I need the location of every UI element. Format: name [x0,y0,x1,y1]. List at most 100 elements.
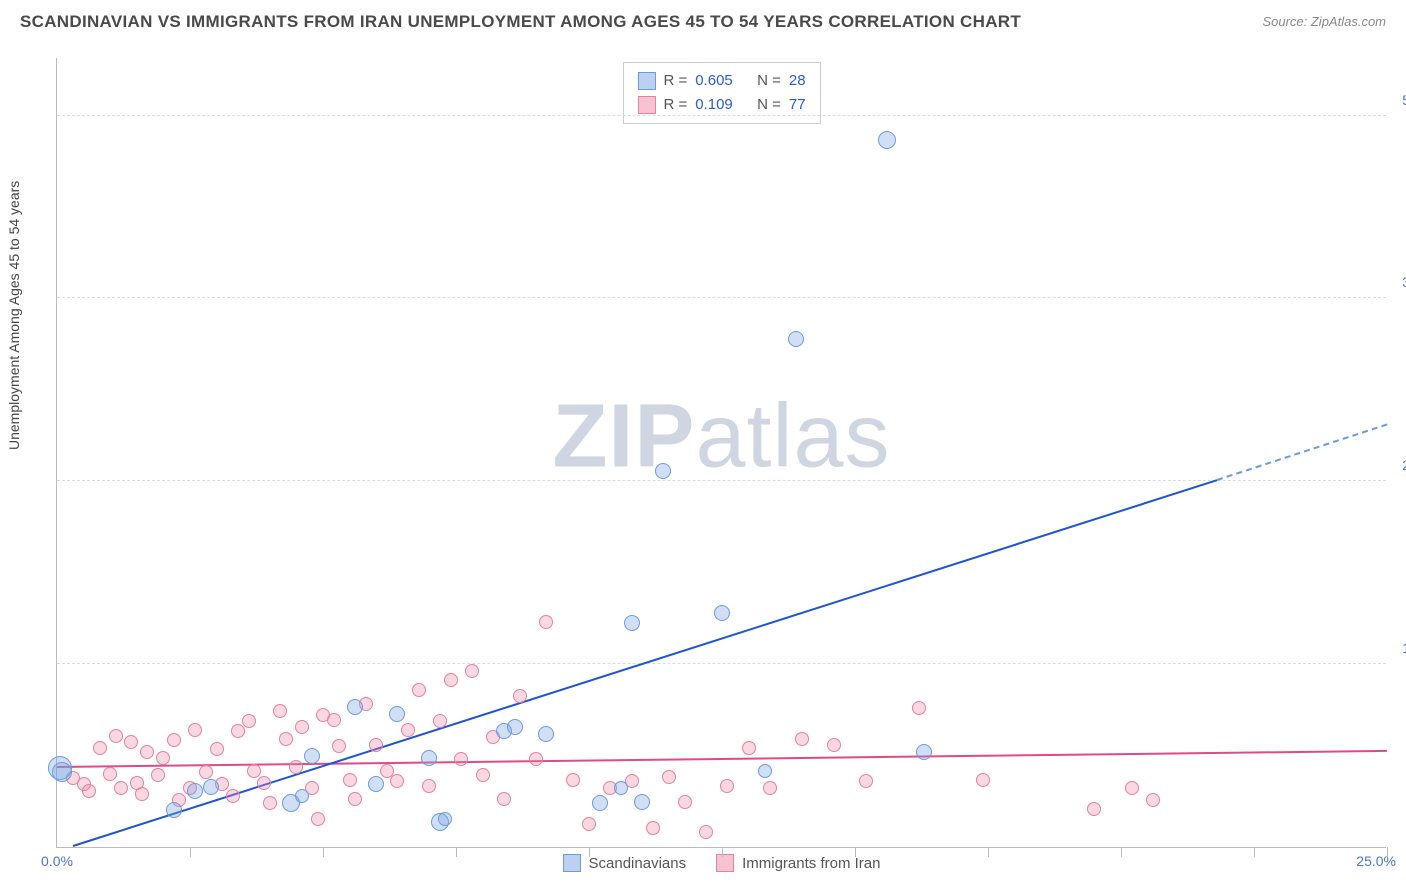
data-point [916,744,932,760]
data-point [878,131,896,149]
data-point [124,735,138,749]
legend-stats-scandinavian: R = 0.605 N = 28 [637,69,805,93]
data-point [763,781,777,795]
x-tick [988,847,989,857]
x-tick [1254,847,1255,857]
data-point [273,704,287,718]
x-tick [855,847,856,857]
y-axis-label: Unemployment Among Ages 45 to 54 years [6,181,22,450]
data-point [295,720,309,734]
x-tick [589,847,590,857]
data-point [52,762,72,782]
data-point [389,706,405,722]
data-point [827,738,841,752]
x-tick [323,847,324,857]
x-tick [722,847,723,857]
data-point [199,765,213,779]
scatter-chart: ZIPatlas R = 0.605 N = 28 R = 0.109 N = … [56,58,1386,848]
data-point [513,689,527,703]
r-label: R = [663,93,687,117]
n-value-scandinavian: 28 [789,69,806,93]
data-point [634,794,650,810]
data-point [758,764,772,778]
data-point [412,683,426,697]
legend-item-scandinavian: Scandinavians [563,854,687,872]
data-point [438,812,452,826]
data-point [444,673,458,687]
data-point [167,733,181,747]
series-label-iran: Immigrants from Iran [742,855,880,872]
data-point [114,781,128,795]
data-point [369,738,383,752]
data-point [347,699,363,715]
data-point [263,796,277,810]
data-point [304,748,320,764]
data-point [289,760,303,774]
data-point [93,741,107,755]
gridline [57,297,1386,298]
data-point [151,768,165,782]
n-label: N = [757,93,781,117]
data-point [465,664,479,678]
data-point [109,729,123,743]
data-point [295,789,309,803]
data-point [242,714,256,728]
data-point [401,723,415,737]
data-point [343,773,357,787]
data-point [912,701,926,715]
r-value-scandinavian: 0.605 [695,69,733,93]
r-value-iran: 0.109 [695,93,733,117]
data-point [203,779,219,795]
x-origin-label: 0.0% [41,853,73,869]
data-point [421,750,437,766]
y-tick-label: 12.5% [1392,640,1406,656]
data-point [795,732,809,746]
data-point [582,817,596,831]
swatch-pink-icon [716,854,734,872]
r-label: R = [663,69,687,93]
data-point [714,605,730,621]
data-point [976,773,990,787]
n-label: N = [757,69,781,93]
data-point [566,773,580,787]
data-point [390,774,404,788]
y-tick-label: 25.0% [1392,457,1406,473]
gridline [57,115,1386,116]
data-point [678,795,692,809]
data-point [1087,802,1101,816]
legend-stats-iran: R = 0.109 N = 77 [637,93,805,117]
data-point [497,792,511,806]
data-point [655,463,671,479]
swatch-blue-icon [637,72,655,90]
data-point [140,745,154,759]
data-point [368,776,384,792]
data-point [662,770,676,784]
data-point [188,723,202,737]
data-point [592,795,608,811]
series-label-scandinavian: Scandinavians [589,855,687,872]
data-point [699,825,713,839]
data-point [624,615,640,631]
n-value-iran: 77 [789,93,806,117]
data-point [788,331,804,347]
data-point [348,792,362,806]
chart-header: SCANDINAVIAN VS IMMIGRANTS FROM IRAN UNE… [20,12,1386,42]
data-point [1146,793,1160,807]
data-point [311,812,325,826]
gridline [57,663,1386,664]
data-point [327,713,341,727]
data-point [720,779,734,793]
data-point [422,779,436,793]
data-point [210,742,224,756]
x-max-label: 25.0% [1356,853,1396,869]
y-tick-label: 37.5% [1392,274,1406,290]
source-attribution: Source: ZipAtlas.com [1262,14,1386,29]
data-point [135,787,149,801]
data-point [454,752,468,766]
y-tick-label: 50.0% [1392,92,1406,108]
data-point [226,789,240,803]
x-tick [456,847,457,857]
watermark: ZIPatlas [552,385,890,488]
data-point [1125,781,1139,795]
swatch-pink-icon [637,96,655,114]
